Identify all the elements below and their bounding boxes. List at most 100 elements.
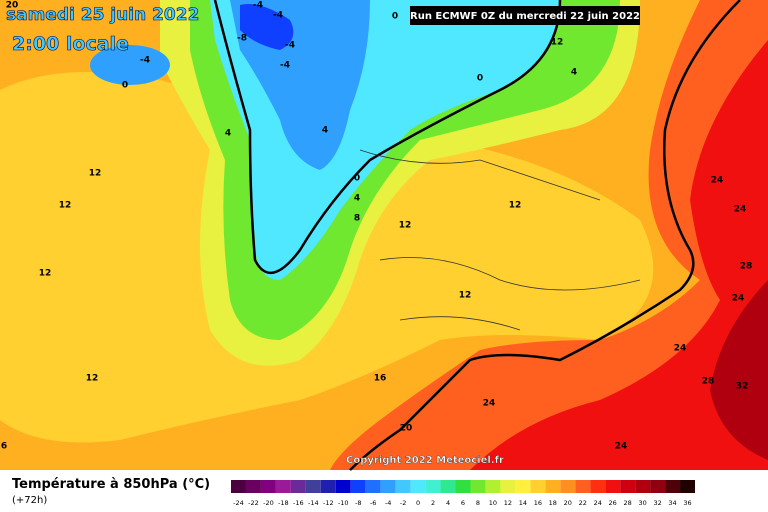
color-swatch (290, 480, 306, 493)
color-swatch (440, 480, 456, 493)
borders (359, 149, 641, 331)
contour-label: 32 (736, 382, 749, 392)
hotter-zone (470, 40, 768, 470)
contour-label: 6 (1, 442, 7, 452)
coldest-zone (240, 4, 294, 50)
color-swatch (605, 480, 621, 493)
contour-24 (349, 0, 741, 471)
date: samedi 25 juin 2022 (6, 5, 199, 25)
level-label: -16 (293, 499, 304, 507)
color-swatch (350, 480, 366, 493)
hottest-zone (710, 280, 768, 460)
time: 2:00 locale (12, 33, 129, 55)
contour-label: -4 (140, 56, 150, 66)
level-label: 10 (489, 499, 497, 507)
level-label: 18 (549, 499, 557, 507)
color-swatch (515, 480, 531, 493)
legend-title: Température à 850hPa (°C) (12, 477, 210, 492)
color-swatch (365, 480, 381, 493)
contour-label: 8 (354, 214, 360, 224)
cold-zone-west (90, 45, 170, 85)
color-swatch (485, 480, 501, 493)
level-label: 26 (609, 499, 617, 507)
contour-label: 0 (477, 74, 483, 84)
color-swatch (665, 480, 681, 493)
copyright: Copyright 2022 Meteociel.fr (346, 455, 504, 466)
contour-label: -4 (273, 11, 283, 21)
contour-label: 4 (225, 129, 231, 139)
level-label: -18 (278, 499, 289, 507)
color-swatch (410, 480, 426, 493)
contour-label: 24 (483, 399, 496, 409)
level-label: 22 (579, 499, 587, 507)
level-label: 20 (564, 499, 572, 507)
color-swatch (395, 480, 411, 493)
color-swatch (635, 480, 651, 493)
contour-label: 12 (399, 221, 412, 231)
level-label: 30 (638, 499, 646, 507)
color-swatch (380, 480, 396, 493)
contour-0 (213, 0, 562, 275)
level-label: 16 (534, 499, 542, 507)
color-swatch (560, 480, 576, 493)
level-label: 32 (653, 499, 661, 507)
level-label: -8 (355, 499, 361, 507)
level-label: 28 (624, 499, 632, 507)
color-swatch (650, 480, 666, 493)
map: 20 -4 -4 -8 -4 -4 0 -4 4 4 0 4 8 12 12 12 12 12 12 12 0 0 12 4 2… (0, 0, 768, 471)
level-label: -24 (233, 499, 244, 507)
contour-label: 12 (459, 291, 472, 301)
contour-label: 12 (86, 374, 99, 384)
contour-label: 16 (374, 374, 387, 384)
color-swatch (575, 480, 591, 493)
color-swatch (500, 480, 516, 493)
level-label: -10 (338, 499, 349, 507)
level-label: 14 (519, 499, 527, 507)
contour-label: -4 (285, 41, 295, 51)
contour-label: 28 (702, 377, 715, 387)
contour-label: 28 (740, 262, 753, 272)
contour-label: 24 (732, 294, 745, 304)
contour-label: 12 (39, 269, 52, 279)
contour-label: 20 (400, 424, 413, 434)
run-box (410, 6, 640, 25)
contour-label: 24 (674, 344, 687, 354)
color-swatch (680, 480, 695, 493)
color-swatch (260, 480, 276, 493)
color-swatch (470, 480, 486, 493)
contour-label: 12 (551, 38, 564, 48)
color-swatch (305, 480, 321, 493)
contour-label: 24 (615, 442, 628, 452)
level-label: 12 (504, 499, 512, 507)
contour-label: 0 (392, 12, 398, 22)
level-label: 2 (431, 499, 435, 507)
legend-subtitle: (+72h) (12, 495, 47, 506)
color-swatch (335, 480, 351, 493)
level-label: 34 (668, 499, 676, 507)
level-label: 36 (683, 499, 691, 507)
level-label: -20 (263, 499, 274, 507)
color-swatch (530, 480, 546, 493)
level-label: -14 (308, 499, 319, 507)
contour-label: 4 (571, 68, 577, 78)
level-label: -12 (323, 499, 334, 507)
contour-label: 24 (734, 205, 747, 215)
color-swatch (245, 480, 261, 493)
contour-label: -4 (280, 61, 290, 71)
color-bar: -24 -22 -20 -18 -16 -14 -12 -10 -8 -6 -4 -2 0 2 4 6 8 10 1… (231, 480, 695, 507)
level-label: -4 (385, 499, 391, 507)
level-label: -2 (400, 499, 406, 507)
level-label: -22 (248, 499, 259, 507)
contour-label: 24 (711, 176, 724, 186)
contour-label: -4 (253, 1, 263, 11)
color-swatch (425, 480, 441, 493)
contour-label: 12 (89, 169, 102, 179)
contour-label: -8 (237, 34, 247, 44)
contour-label: 0 (122, 81, 128, 91)
hot-zone (330, 0, 768, 470)
level-label: -6 (370, 499, 376, 507)
level-label: 24 (594, 499, 602, 507)
contour-label: 4 (354, 194, 360, 204)
contour-label: 20 (6, 1, 19, 11)
